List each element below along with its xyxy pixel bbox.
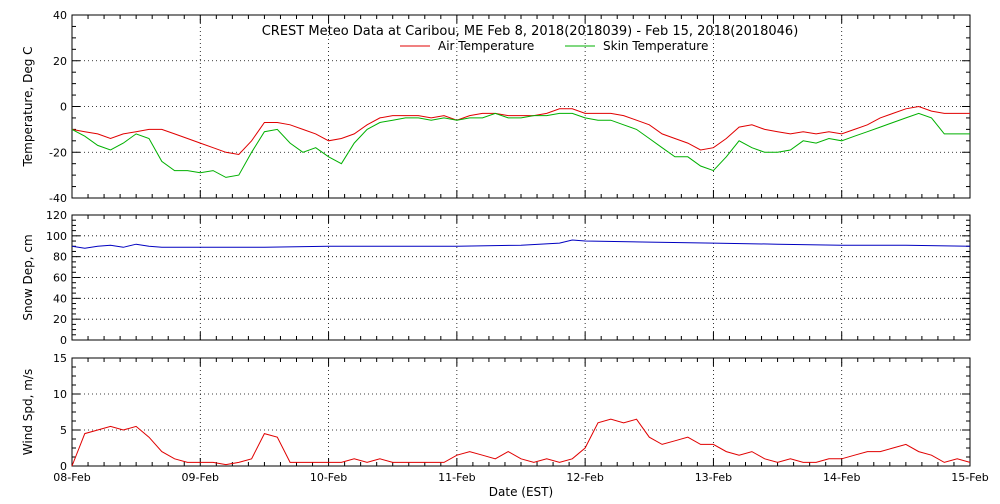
y-axis-label: Temperature, Deg C: [21, 46, 35, 167]
x-tick-label: 10-Feb: [310, 471, 347, 484]
y-tick-label: 0: [60, 460, 67, 473]
panel-1: 0 20 40 60 80 100 120 Snow Dep, cm: [21, 209, 971, 347]
series-line-0-1: [71, 112, 970, 178]
y-tick-label: 120: [46, 209, 67, 222]
y-tick-label: 20: [53, 55, 67, 68]
y-tick-label: 40: [53, 292, 67, 305]
y-tick-label: 40: [53, 9, 67, 22]
y-tick-label: 100: [46, 230, 67, 243]
legend-label: Air Temperature: [438, 39, 534, 53]
y-axis-label: Snow Dep, cm: [21, 234, 35, 320]
series-line-0-0: [71, 105, 970, 156]
x-tick-label: 12-Feb: [566, 471, 603, 484]
legend-label: Skin Temperature: [603, 39, 708, 53]
series-line-1-0: [71, 239, 971, 249]
y-axis-label: Wind Spd, m/s: [21, 369, 35, 455]
y-tick-label: 80: [53, 251, 67, 264]
panels: -40 -20 0 20 40 Temperature, Deg C Air Tempera…: [21, 9, 989, 499]
x-tick-label: 15-Feb: [951, 471, 988, 484]
x-tick-label: 09-Feb: [182, 471, 219, 484]
x-tick-label: 08-Feb: [53, 471, 90, 484]
y-tick-label: 0: [60, 101, 67, 114]
y-tick-label: 10: [53, 388, 67, 401]
series-line-2-0: [71, 418, 971, 467]
y-tick-label: -40: [49, 192, 67, 205]
plot-frame: [71, 357, 971, 467]
x-tick-label: 13-Feb: [695, 471, 732, 484]
y-tick-label: 15: [53, 352, 67, 365]
chart-title: CREST Meteo Data at Caribou, ME Feb 8, 2…: [262, 24, 799, 39]
x-axis-label: Date (EST): [489, 485, 553, 499]
y-tick-label: 20: [53, 313, 67, 326]
panel-2: 0 5 10 15 Wind Spd, m/s 08-Feb 09-Feb 10-Feb 11-…: [21, 352, 989, 499]
y-tick-label: 5: [60, 424, 67, 437]
x-tick-label: 14-Feb: [823, 471, 860, 484]
y-tick-label: 60: [53, 272, 67, 285]
y-tick-label: -20: [49, 146, 67, 159]
y-tick-label: 0: [60, 334, 67, 347]
panel-0: -40 -20 0 20 40 Temperature, Deg C Air Tempera…: [21, 9, 971, 205]
x-tick-label: 11-Feb: [438, 471, 475, 484]
